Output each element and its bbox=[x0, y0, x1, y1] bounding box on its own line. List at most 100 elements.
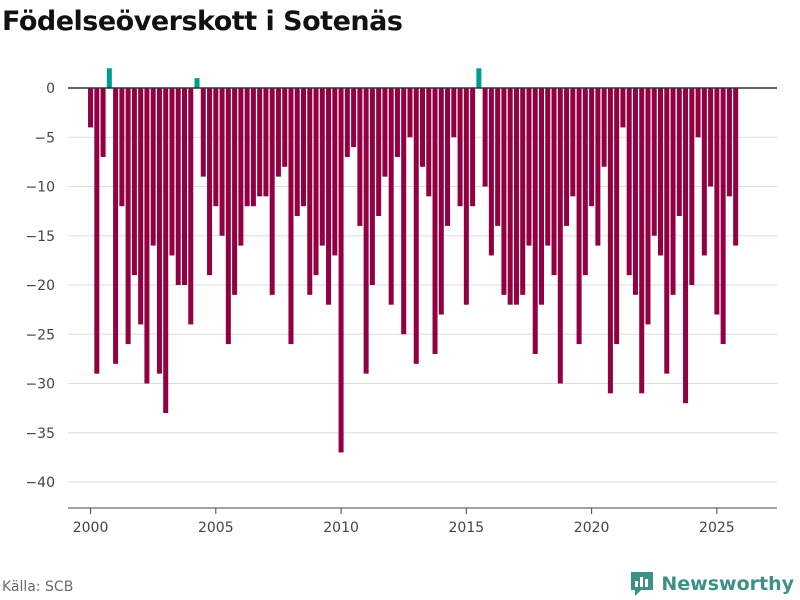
bar bbox=[651, 88, 657, 236]
bar bbox=[701, 88, 707, 256]
bar bbox=[88, 88, 94, 128]
brand-logo: Newsworthy bbox=[629, 570, 794, 598]
y-tick-label: −10 bbox=[25, 180, 55, 196]
bar bbox=[419, 88, 426, 167]
brand-name: Newsworthy bbox=[661, 573, 794, 595]
bar bbox=[125, 88, 131, 345]
bar bbox=[570, 88, 576, 197]
bar bbox=[676, 88, 682, 217]
bar bbox=[607, 88, 613, 394]
bar bbox=[438, 88, 444, 315]
x-tick-label: 2010 bbox=[323, 520, 359, 536]
bar bbox=[532, 88, 538, 354]
bar bbox=[244, 88, 250, 207]
bar bbox=[657, 88, 664, 256]
y-tick-label: −35 bbox=[25, 426, 55, 442]
bar bbox=[194, 78, 200, 88]
bar bbox=[156, 88, 162, 374]
bar bbox=[620, 88, 626, 128]
bar bbox=[445, 88, 451, 226]
bar bbox=[401, 88, 407, 335]
bar bbox=[300, 88, 307, 207]
bar bbox=[482, 88, 488, 187]
bar bbox=[363, 88, 369, 374]
bar bbox=[538, 88, 545, 305]
x-tick-label: 2020 bbox=[574, 520, 610, 536]
bar bbox=[501, 88, 507, 295]
bar bbox=[470, 88, 476, 207]
bar bbox=[181, 88, 188, 285]
bar bbox=[670, 88, 676, 295]
bar bbox=[269, 88, 275, 295]
bars bbox=[88, 68, 739, 453]
bar bbox=[595, 88, 601, 246]
bar bbox=[513, 88, 519, 305]
x-axis: 2000 2005 2010 2015 2020 2025 bbox=[68, 507, 777, 536]
bar bbox=[564, 88, 570, 226]
bar bbox=[708, 88, 714, 187]
source-note: Källa: SCB bbox=[2, 579, 74, 595]
bar bbox=[714, 88, 720, 315]
y-tick-label: −15 bbox=[25, 229, 55, 245]
bar bbox=[376, 88, 382, 217]
bar bbox=[432, 88, 438, 354]
bar bbox=[313, 88, 319, 276]
bar bbox=[557, 88, 563, 384]
bar bbox=[451, 88, 457, 138]
bar bbox=[664, 88, 670, 374]
bar bbox=[632, 88, 638, 295]
bar bbox=[426, 88, 432, 197]
bar bbox=[106, 68, 112, 88]
bar bbox=[413, 88, 419, 364]
bar bbox=[338, 88, 344, 453]
bar bbox=[213, 88, 219, 207]
bar bbox=[175, 88, 181, 285]
bar bbox=[100, 88, 106, 157]
bar bbox=[319, 88, 325, 246]
newsworthy-logo-icon bbox=[631, 572, 654, 596]
bar bbox=[495, 88, 501, 226]
bar bbox=[207, 88, 213, 276]
bar bbox=[457, 88, 463, 207]
bar bbox=[169, 88, 175, 256]
bar bbox=[225, 88, 231, 345]
bar bbox=[131, 88, 137, 276]
bar bbox=[526, 88, 532, 246]
bar bbox=[119, 88, 125, 207]
x-tick-label: 2005 bbox=[198, 520, 234, 536]
bar bbox=[257, 88, 263, 197]
bar bbox=[589, 88, 595, 207]
bar bbox=[407, 88, 413, 138]
y-tick-label: −40 bbox=[25, 475, 55, 491]
bar bbox=[545, 88, 551, 246]
bar bbox=[582, 88, 588, 276]
bar bbox=[307, 88, 313, 295]
bar bbox=[695, 88, 701, 138]
bar bbox=[200, 88, 206, 177]
bar bbox=[219, 88, 225, 236]
bar bbox=[138, 88, 144, 325]
y-tick-label: −30 bbox=[25, 377, 55, 393]
y-tick-label: −25 bbox=[25, 327, 55, 343]
bar bbox=[689, 88, 695, 285]
x-tick-label: 2000 bbox=[73, 520, 109, 536]
bar bbox=[326, 88, 332, 305]
y-tick-label: −5 bbox=[34, 130, 55, 146]
bar bbox=[238, 88, 244, 246]
bar bbox=[551, 88, 557, 276]
bar bbox=[720, 88, 726, 345]
y-tick-label: 0 bbox=[46, 81, 55, 97]
bar bbox=[263, 88, 269, 197]
bar bbox=[232, 88, 238, 295]
bar bbox=[476, 68, 482, 88]
bar bbox=[394, 88, 400, 157]
bar bbox=[614, 88, 620, 345]
bar bbox=[150, 88, 156, 246]
bar bbox=[382, 88, 388, 177]
bar bbox=[626, 88, 632, 276]
bar bbox=[733, 88, 739, 246]
bar bbox=[601, 88, 607, 167]
bar bbox=[639, 88, 645, 394]
bar bbox=[250, 88, 256, 207]
bar bbox=[645, 88, 651, 325]
